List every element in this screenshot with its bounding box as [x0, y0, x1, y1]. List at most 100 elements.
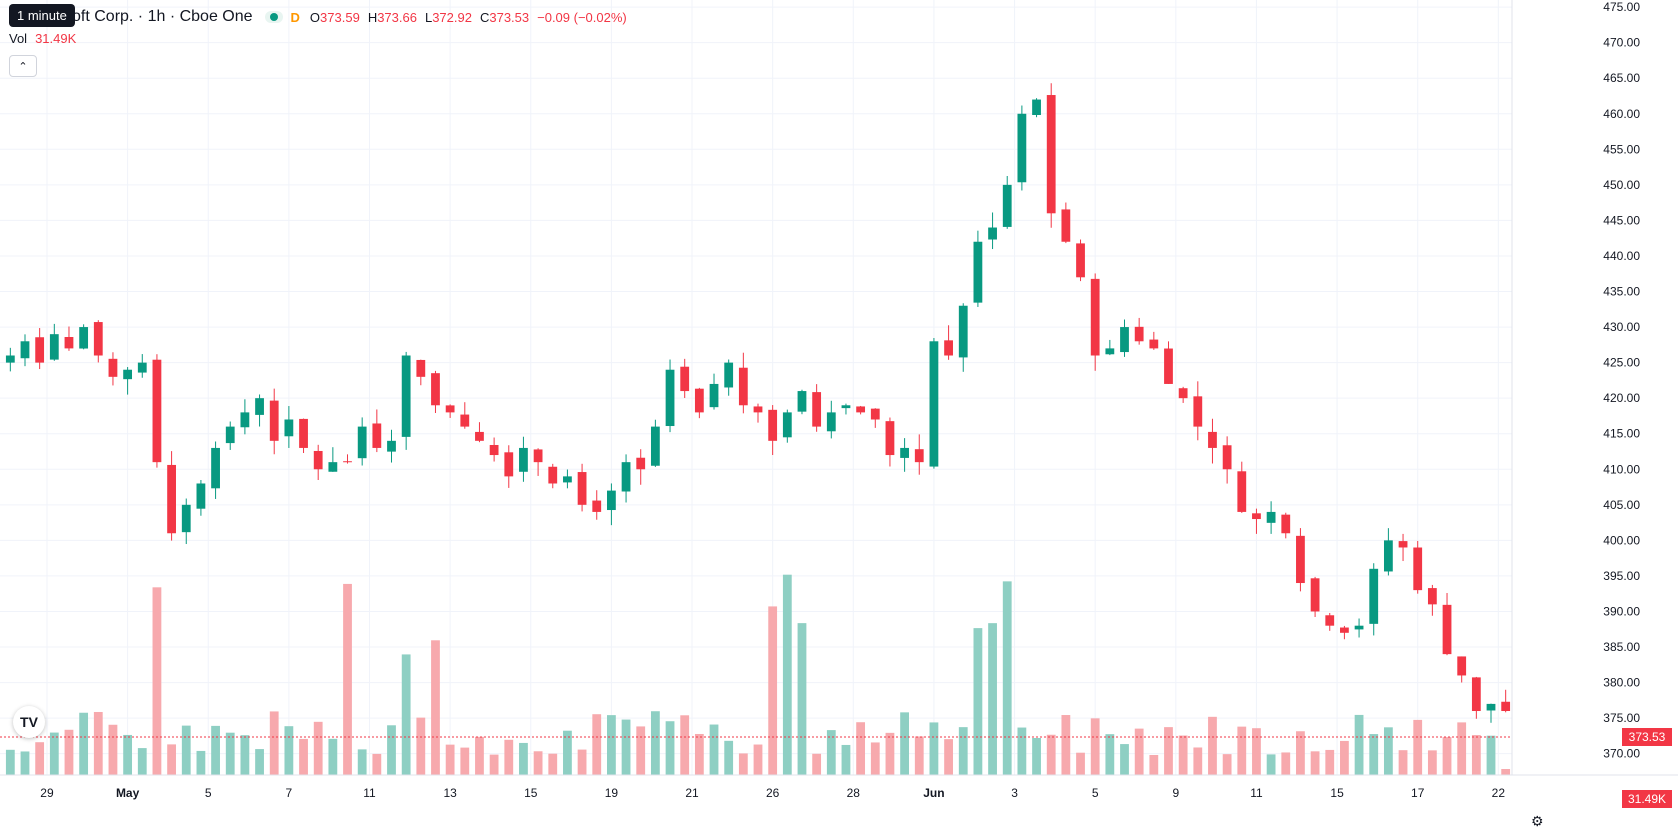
price-tick: 475.00 — [1603, 0, 1640, 14]
time-tick: 13 — [443, 786, 457, 800]
volume-bar — [1208, 716, 1217, 775]
candle-body — [958, 305, 968, 358]
candle-body — [328, 462, 338, 472]
candle-body — [900, 447, 909, 458]
interval-tooltip: 1 minute — [9, 4, 75, 27]
volume-bar — [944, 739, 953, 775]
candle-body — [988, 227, 997, 240]
volume-bar — [343, 583, 352, 775]
volume-bar — [1266, 754, 1276, 775]
chart-grid — [0, 0, 1512, 775]
price-tick: 405.00 — [1603, 498, 1640, 512]
price-tick: 460.00 — [1603, 107, 1640, 121]
low-value: 372.92 — [432, 9, 472, 25]
volume-bar — [460, 747, 470, 775]
volume-bar — [856, 722, 866, 775]
volume-bar — [958, 727, 968, 775]
volume-bar — [563, 730, 572, 775]
price-tick: 380.00 — [1603, 676, 1640, 690]
volume-bar — [650, 711, 660, 775]
candle-body — [1222, 445, 1232, 470]
volume-bar — [284, 726, 294, 775]
time-tick: Jun — [923, 786, 944, 800]
candle-body — [929, 341, 939, 467]
candle-body — [519, 447, 528, 472]
price-tick: 470.00 — [1603, 36, 1640, 50]
candle-body — [870, 408, 880, 420]
candle-body — [973, 241, 983, 303]
volume-bar — [636, 726, 646, 775]
volume-bar — [35, 742, 45, 775]
candle-body — [35, 337, 45, 363]
candle-body — [5, 355, 15, 363]
volume-bar — [1046, 734, 1056, 775]
volume-bar — [313, 721, 323, 775]
time-tick: 22 — [1492, 786, 1506, 800]
candle-body — [504, 452, 514, 477]
volume-bar — [372, 753, 382, 775]
time-tick: 5 — [205, 786, 212, 800]
settings-gear-icon[interactable]: ⚙ — [1531, 813, 1544, 829]
price-tick: 420.00 — [1603, 391, 1640, 405]
volume-bar — [387, 725, 396, 775]
low-label: L — [424, 9, 433, 25]
price-tick: 445.00 — [1603, 213, 1640, 227]
candle-body — [724, 362, 734, 388]
volume-bar — [1222, 754, 1232, 775]
volume-bar — [1252, 728, 1261, 775]
volume-bar — [504, 739, 514, 775]
volume-bar — [753, 744, 763, 775]
price-axis: 475.00 470.00 465.00 460.00 455.00 450.00 445.… — [0, 0, 1678, 776]
last-price-label: 373.53 — [1622, 728, 1672, 746]
candle-body — [1032, 99, 1041, 115]
price-tick: 395.00 — [1603, 569, 1640, 583]
market-status-badge[interactable] — [264, 11, 283, 23]
delayed-flag[interactable]: D — [290, 9, 300, 25]
candle-body — [533, 449, 543, 463]
time-tick: 7 — [286, 786, 293, 800]
volume-bar — [519, 742, 528, 775]
time-tick: 11 — [363, 786, 376, 800]
change-value: −0.09 (−0.02%) — [537, 9, 627, 25]
volume-bar — [475, 736, 484, 775]
high-value: 373.66 — [377, 9, 417, 25]
candle-body — [1076, 243, 1085, 278]
candle-body — [944, 340, 953, 356]
candle-body — [1369, 568, 1379, 624]
candle-body — [885, 421, 895, 456]
candle-body — [1252, 513, 1261, 520]
candle-body — [1471, 677, 1481, 712]
volume-bar — [812, 753, 822, 775]
candle-body — [636, 457, 646, 470]
volume-bar — [123, 734, 133, 775]
symbol-title[interactable]: oft Corp. · 1h · Cboe One — [72, 8, 253, 25]
candle-body — [1501, 701, 1511, 712]
candle-body — [1383, 540, 1393, 572]
candle-body — [1208, 431, 1217, 448]
time-tick: 19 — [605, 786, 619, 800]
volume-bar — [1061, 715, 1071, 775]
candle-body — [313, 450, 323, 470]
volume-bar — [592, 714, 602, 775]
candle-body — [1105, 348, 1115, 355]
open-value: 373.59 — [320, 9, 360, 25]
candle-body — [357, 426, 367, 459]
volume-bar — [1002, 581, 1012, 775]
candle-body — [548, 466, 558, 484]
volume-bar — [445, 744, 455, 775]
open-label: O — [309, 9, 321, 25]
volume-bar — [108, 724, 118, 775]
candle-body — [196, 483, 206, 509]
close-label: C — [479, 9, 490, 25]
candle-body — [797, 391, 807, 412]
tradingview-logo-icon[interactable]: TV — [13, 706, 45, 738]
candle-body — [709, 383, 719, 408]
collapse-legend-button[interactable]: ⌃ — [9, 55, 37, 77]
volume-bar — [489, 754, 499, 775]
volume-bar — [5, 749, 15, 775]
time-tick: 15 — [1330, 786, 1344, 800]
candle-body — [401, 355, 411, 437]
candle-body — [768, 409, 778, 441]
volume-bar — [225, 732, 235, 775]
